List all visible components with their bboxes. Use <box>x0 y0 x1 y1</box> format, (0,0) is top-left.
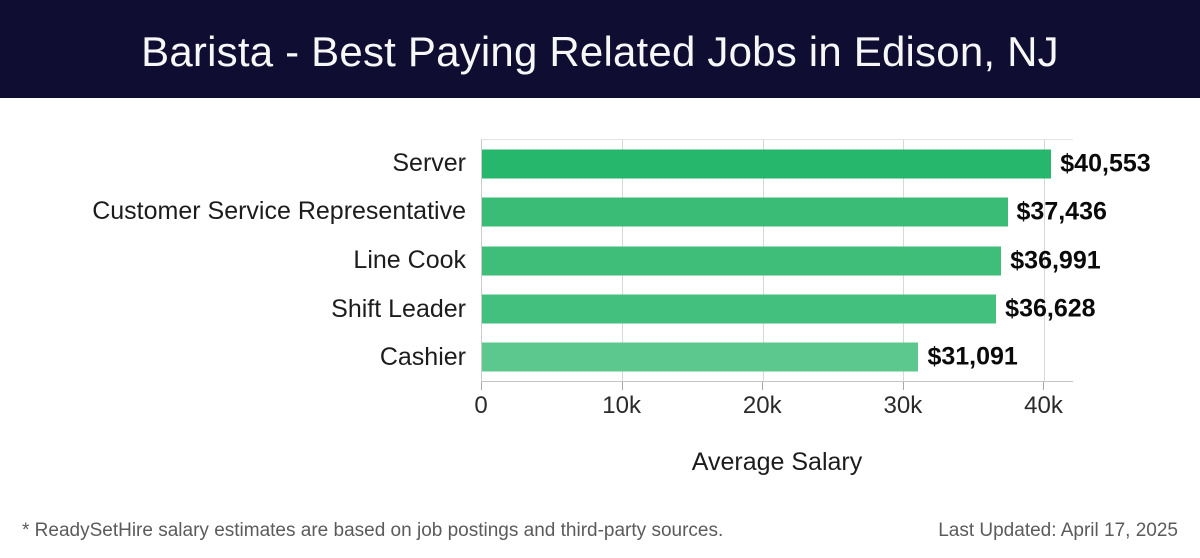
bar-value-label: $40,553 <box>1060 149 1151 178</box>
tick-mark <box>481 382 482 390</box>
tick-mark <box>621 382 623 390</box>
bar-value-label: $36,628 <box>1005 294 1096 323</box>
bar-value-label: $37,436 <box>1016 197 1107 226</box>
gridline <box>1043 140 1045 381</box>
tick-marks <box>481 382 1073 391</box>
tick-mark <box>762 382 764 390</box>
category-label: Cashier <box>379 343 466 372</box>
category-label: Server <box>392 148 466 177</box>
tick-mark <box>902 382 904 390</box>
bar-value-label: $31,091 <box>927 342 1018 371</box>
bar-row: $36,628 <box>482 285 1096 333</box>
bar <box>482 294 997 324</box>
category-label: Line Cook <box>353 245 466 274</box>
bar <box>482 149 1052 179</box>
bar <box>482 197 1008 227</box>
x-tick-label: 30k <box>883 392 923 419</box>
category-label: Shift Leader <box>331 294 466 323</box>
category-label: Customer Service Representative <box>92 197 466 226</box>
bar-row: $36,991 <box>482 236 1101 284</box>
tick-mark <box>1043 382 1045 390</box>
page-title: Barista - Best Paying Related Jobs in Ed… <box>141 28 1059 75</box>
plot-area: $40,553 $37,436 $36,991 $36,628 $31,091 <box>481 139 1151 382</box>
bar-rows: $40,553 $37,436 $36,991 $36,628 $31,091 <box>482 140 1151 381</box>
x-tick-label: 20k <box>742 392 782 419</box>
x-tick-label: 10k <box>602 392 641 419</box>
bar-row: $40,553 <box>482 140 1151 188</box>
x-axis-label: Average Salary <box>691 448 863 476</box>
bar <box>482 342 919 372</box>
header-banner: Barista - Best Paying Related Jobs in Ed… <box>0 0 1200 98</box>
bar-row: $37,436 <box>482 188 1107 236</box>
bar-value-label: $36,991 <box>1010 246 1101 274</box>
y-axis-labels: Server Customer Service Representative Lin… <box>0 139 481 382</box>
footer: * ReadySetHire salary estimates are base… <box>22 519 1178 542</box>
bar-row: $31,091 <box>482 333 1073 381</box>
x-tick-label: 40k <box>1024 392 1063 419</box>
footnote: * ReadySetHire salary estimates are base… <box>22 520 724 541</box>
last-updated: Last Updated: April 17, 2025 <box>938 520 1178 541</box>
x-axis-ticks: 0 10k 20k 30k 40k <box>474 392 1073 422</box>
x-tick-label: 0 <box>474 392 488 419</box>
bar <box>482 246 1002 275</box>
